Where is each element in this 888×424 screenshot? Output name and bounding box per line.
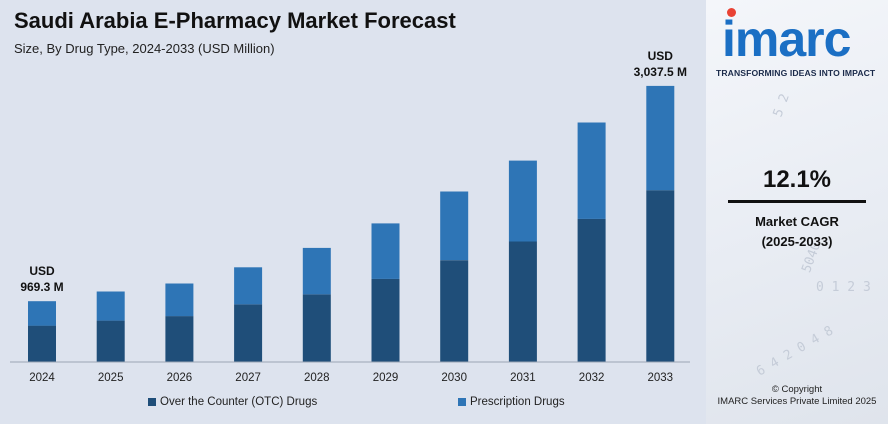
- legend-swatch-otc: [148, 398, 156, 406]
- cagr-label-line1: Market CAGR: [755, 214, 839, 229]
- bars-group: [28, 85, 675, 362]
- bar-otc-2026: [165, 316, 194, 362]
- cagr-divider: [728, 200, 866, 203]
- cagr-value: 12.1%: [762, 166, 832, 193]
- imarc-logo: imarc: [722, 11, 851, 67]
- bar-prescription-2030: [440, 191, 469, 261]
- legend-item-prescription: Prescription Drugs: [458, 396, 565, 408]
- bar-prescription-2029: [371, 223, 400, 279]
- bar-otc-2028: [302, 294, 331, 362]
- bar-otc-2029: [371, 278, 400, 362]
- x-tick-label-2033: 2033: [648, 372, 674, 384]
- bar-otc-2027: [234, 304, 263, 362]
- bar-otc-2024: [28, 325, 56, 362]
- copyright-line2: IMARC Services Private Limited 2025: [717, 396, 877, 407]
- legend-label-prescription: Prescription Drugs: [470, 396, 565, 408]
- background-decoration-icon: 5 2: [770, 91, 793, 120]
- chart-title: Saudi Arabia E-Pharmacy Market Forecast: [14, 8, 456, 33]
- legend-item-otc: Over the Counter (OTC) Drugs: [148, 396, 317, 408]
- bar-prescription-2025: [96, 291, 125, 321]
- background-decoration-icon: 6 4 2 0 4 8: [754, 323, 837, 380]
- bar-otc-2031: [508, 241, 537, 362]
- bar-prescription-2033: [646, 85, 675, 191]
- logo-dot-icon: [727, 8, 736, 17]
- cagr-label: Market CAGR (2025-2033): [706, 212, 888, 252]
- bar-prescription-2024: [28, 301, 56, 326]
- bar-otc-2025: [96, 320, 125, 362]
- annotation-2033-line1: USD: [647, 48, 673, 63]
- legend-label-otc: Over the Counter (OTC) Drugs: [160, 396, 318, 408]
- chart-panel: Saudi Arabia E-Pharmacy Market Forecast …: [0, 0, 706, 424]
- bar-chart: 2024 2025 2026 2027 2028 2029 2030 2031 2032 2033: [10, 85, 690, 384]
- x-tick-label-2025: 2025: [98, 372, 124, 384]
- bar-prescription-2027: [234, 267, 263, 305]
- bar-prescription-2032: [577, 122, 606, 219]
- bar-prescription-2028: [302, 247, 331, 295]
- annotation-2033-line2: 3,037.5 M: [633, 64, 687, 79]
- x-tick-label-2030: 2030: [441, 372, 467, 384]
- bar-otc-2033: [646, 190, 675, 362]
- annotation-2024-line2: 969.3 M: [20, 280, 64, 295]
- side-panel: 5 2 5040 0 1 2 3 6 4 2 0 4 8 imarc TRANS…: [706, 0, 888, 424]
- logo-tagline: TRANSFORMING IDEAS INTO IMPACT: [716, 68, 876, 78]
- copyright: © Copyright IMARC Services Private Limit…: [706, 384, 888, 408]
- background-decoration-icon: 0 1 2 3: [816, 280, 871, 295]
- x-tick-label-2026: 2026: [167, 372, 193, 384]
- bar-otc-2030: [440, 260, 469, 362]
- annotation-2024-line1: USD: [29, 264, 55, 279]
- annotation-2024: USD 969.3 M: [2, 263, 82, 295]
- cagr-label-line2: (2025-2033): [761, 234, 833, 249]
- chart-subtitle: Size, By Drug Type, 2024-2033 (USD Milli…: [14, 41, 275, 56]
- x-tick-label-2028: 2028: [304, 372, 330, 384]
- bar-prescription-2026: [165, 283, 194, 317]
- bar-otc-2032: [577, 218, 606, 362]
- x-tick-label-2032: 2032: [579, 372, 605, 384]
- x-tick-labels: 2024 2025 2026 2027 2028 2029 2030 2031 2032 2033: [29, 372, 673, 384]
- copyright-line1: © Copyright: [771, 384, 823, 395]
- bar-prescription-2031: [508, 160, 537, 242]
- x-tick-label-2024: 2024: [29, 372, 55, 384]
- x-tick-label-2029: 2029: [373, 372, 399, 384]
- x-tick-label-2031: 2031: [510, 372, 536, 384]
- x-tick-label-2027: 2027: [235, 372, 261, 384]
- legend-swatch-prescription: [458, 398, 466, 406]
- annotation-2033: USD 3,037.5 M: [620, 48, 700, 80]
